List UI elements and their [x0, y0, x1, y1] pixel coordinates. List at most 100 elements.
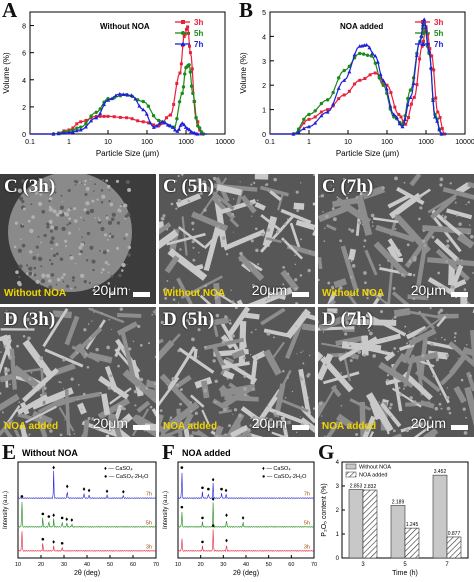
data-point: [181, 92, 184, 95]
sem-grain: [91, 200, 94, 203]
sem-grain: [38, 361, 39, 362]
sem-grain: [409, 260, 412, 263]
sem-grain: [61, 276, 64, 279]
sem-grain: [171, 377, 174, 380]
sem-grain: [341, 372, 343, 374]
sem-grain: [111, 235, 114, 238]
sem-grain: [441, 337, 442, 338]
data-point: [441, 127, 444, 130]
sem-grain: [198, 356, 199, 357]
sem-grain: [89, 282, 91, 284]
sem-grain: [192, 247, 194, 249]
legend-swatch: [346, 472, 356, 477]
sem-grain: [38, 202, 42, 206]
scale-bar: [133, 425, 150, 430]
sem-grain: [217, 226, 220, 229]
peak-marker-caso4: [65, 517, 68, 521]
data-point: [418, 57, 421, 60]
sem-grain: [111, 218, 114, 221]
sem-grain: [111, 275, 114, 278]
sem-grain: [231, 334, 235, 338]
data-point: [409, 88, 412, 91]
sem-grain: [96, 198, 98, 200]
sem-grain: [251, 215, 252, 216]
sem-grain: [447, 407, 451, 411]
sem-grain: [65, 212, 69, 216]
sem-grain: [214, 401, 216, 403]
sem-grain: [128, 246, 131, 249]
sem-grain: [295, 264, 296, 265]
sem-grain: [192, 240, 195, 243]
sem-grain: [72, 279, 75, 282]
sem-grain: [106, 216, 109, 219]
sem-grain: [267, 332, 270, 335]
sem-grain: [390, 403, 393, 406]
sem-grain: [41, 274, 45, 278]
sem-grain: [398, 387, 400, 389]
sem-grain: [179, 403, 182, 406]
data-point: [343, 93, 346, 96]
sem-grain: [287, 273, 289, 275]
x-axis-label: 2θ (deg): [74, 570, 100, 577]
data-point: [379, 72, 383, 76]
sem-grain: [250, 202, 253, 205]
sem-grain: [441, 408, 443, 410]
sem-grain: [167, 280, 169, 282]
chart-title: NOA added: [182, 448, 231, 458]
data-point: [178, 72, 181, 75]
sem-grain: [348, 342, 349, 343]
sem-grain: [444, 339, 446, 341]
x-tick-label: 0.1: [25, 139, 35, 146]
sem-grain: [45, 392, 47, 394]
sem-grain: [363, 354, 366, 357]
panel-label-b: B: [239, 0, 253, 23]
data-point: [113, 115, 116, 118]
x-tick-label: 60: [130, 562, 136, 568]
data-point: [189, 70, 192, 73]
sem-grain: [292, 391, 293, 392]
sem-grain: [87, 232, 91, 236]
sem-grain: [268, 190, 270, 192]
sem-crystal: [242, 321, 243, 363]
sem-grain: [15, 221, 18, 224]
sem-grain: [121, 263, 125, 267]
sem-grain: [446, 354, 449, 357]
sem-grain: [438, 311, 441, 314]
sem-grain: [177, 199, 181, 203]
sem-grain: [44, 387, 47, 390]
legend-label: 3h: [434, 18, 443, 27]
sem-grain: [29, 229, 33, 233]
sem-grain: [14, 246, 17, 249]
peak-marker-gypsum: [201, 517, 204, 520]
peak-marker-caso4: [83, 487, 86, 491]
data-point: [178, 100, 181, 103]
sem-grain: [105, 261, 108, 264]
sem-condition-label: Without NOA: [4, 288, 66, 299]
sem-grain: [127, 213, 131, 217]
sem-grain: [350, 359, 353, 362]
sem-panel-label: D (3h): [4, 309, 55, 331]
sem-grain: [351, 229, 355, 233]
scale-bar-label: 20μm: [411, 282, 446, 298]
sem-grain: [222, 236, 226, 240]
sem-grain: [266, 299, 268, 301]
sem-grain: [78, 246, 82, 250]
sem-grain: [64, 419, 65, 420]
sem-grain: [325, 364, 327, 366]
sem-grain: [18, 265, 22, 269]
sem-grain: [437, 272, 440, 275]
y-tick-label: 0: [262, 132, 266, 139]
peak-marker-caso4: [52, 466, 55, 470]
sem-grain: [319, 196, 320, 197]
sem-grain: [103, 250, 107, 254]
sem-grain: [95, 348, 99, 352]
sem-grain: [68, 390, 69, 391]
sem-grain: [81, 182, 82, 183]
data-point: [302, 118, 305, 121]
sem-grain: [17, 281, 21, 285]
scale-bar: [451, 425, 468, 430]
sem-grain: [119, 205, 121, 207]
scale-bar-label: 20μm: [252, 282, 287, 298]
